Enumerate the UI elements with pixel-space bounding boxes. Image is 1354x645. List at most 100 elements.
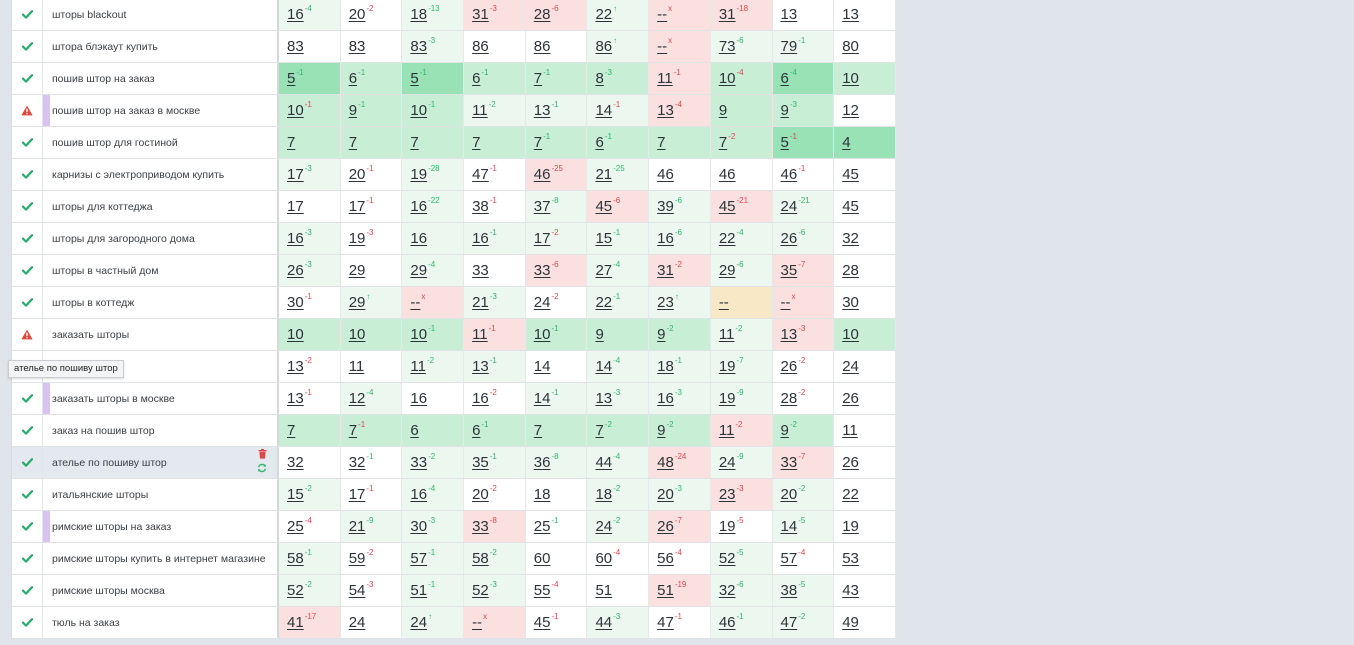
- position-value[interactable]: 6: [472, 422, 481, 439]
- keyword-cell[interactable]: пошив штор на заказ в москве: [43, 95, 279, 126]
- position-value[interactable]: --: [780, 294, 791, 311]
- position-cell[interactable]: 52 -3: [464, 575, 526, 606]
- keyword-row[interactable]: римские шторы купить в интернет магазине…: [12, 543, 896, 575]
- position-cell[interactable]: 45 -1: [525, 607, 588, 638]
- position-cell[interactable]: 19: [834, 511, 896, 542]
- position-cell[interactable]: 30 -3: [402, 511, 465, 542]
- position-value[interactable]: 9: [595, 326, 604, 343]
- position-value[interactable]: 20: [472, 486, 489, 503]
- position-cell[interactable]: 7 -2: [710, 127, 773, 158]
- position-value[interactable]: 30: [410, 518, 428, 535]
- position-value[interactable]: 7: [595, 422, 604, 439]
- position-value[interactable]: 7: [472, 134, 481, 151]
- position-cell[interactable]: 24 -2: [525, 287, 588, 318]
- position-value[interactable]: 80: [842, 38, 859, 55]
- position-value[interactable]: 29: [348, 262, 366, 279]
- position-cell[interactable]: 21 -25: [587, 159, 650, 190]
- position-value[interactable]: 16: [657, 390, 674, 407]
- keyword-cell[interactable]: заказать шторы: [43, 319, 279, 350]
- position-cell[interactable]: --: [710, 287, 773, 318]
- position-value[interactable]: 19: [718, 518, 736, 535]
- position-cell[interactable]: 13 -2: [279, 351, 341, 382]
- position-value[interactable]: 5: [287, 70, 296, 87]
- position-value[interactable]: 9: [780, 102, 789, 119]
- keyword-cell[interactable]: шторы blackout: [43, 0, 279, 30]
- position-cell[interactable]: 17: [279, 191, 341, 222]
- position-value[interactable]: 13: [472, 358, 489, 375]
- position-value[interactable]: 44: [595, 454, 613, 471]
- position-cell[interactable]: 4: [834, 127, 896, 158]
- position-cell[interactable]: 7: [402, 127, 465, 158]
- position-cell[interactable]: 9: [587, 319, 650, 350]
- position-value[interactable]: 13: [287, 358, 304, 375]
- keyword-row[interactable]: карнизы с электроприводом купить 17 -3 20 -1…: [12, 159, 896, 191]
- position-value[interactable]: 21: [472, 294, 489, 311]
- position-value[interactable]: 26: [287, 262, 304, 279]
- position-cell[interactable]: 18: [525, 479, 588, 510]
- position-cell[interactable]: -- x: [402, 287, 465, 318]
- position-cell[interactable]: 6 -1: [587, 127, 650, 158]
- position-cell[interactable]: 83: [279, 31, 341, 62]
- position-cell[interactable]: 55 -4: [525, 575, 588, 606]
- position-value[interactable]: 20: [657, 486, 674, 503]
- position-value[interactable]: 52: [718, 550, 736, 567]
- position-value[interactable]: 12: [842, 102, 859, 119]
- position-value[interactable]: 7: [287, 134, 296, 151]
- keyword-cell[interactable]: итальянские шторы: [43, 479, 279, 510]
- position-cell[interactable]: 19 -28: [402, 159, 465, 190]
- position-value[interactable]: 46: [780, 166, 798, 183]
- position-value[interactable]: 10: [718, 70, 736, 87]
- position-value[interactable]: 17: [533, 230, 551, 247]
- position-cell[interactable]: 51: [587, 575, 650, 606]
- position-value[interactable]: 9: [348, 102, 358, 119]
- position-cell[interactable]: 83 -3: [402, 31, 465, 62]
- position-value[interactable]: 13: [533, 102, 551, 119]
- position-value[interactable]: 10: [842, 70, 859, 87]
- position-value[interactable]: 13: [657, 102, 674, 119]
- position-value[interactable]: 31: [657, 262, 674, 279]
- position-cell[interactable]: 60 -4: [587, 543, 650, 574]
- position-cell[interactable]: 19 -3: [340, 223, 403, 254]
- keyword-row[interactable]: заказ на пошив штор 7 7 -1 6 6 -1 7 7 -2 9 -2 11 -2 9-…: [12, 415, 896, 447]
- position-value[interactable]: 22: [718, 230, 736, 247]
- position-cell[interactable]: 47 -1: [464, 159, 526, 190]
- position-value[interactable]: 7: [718, 134, 728, 151]
- position-cell[interactable]: 29 -6: [710, 255, 773, 286]
- position-value[interactable]: 13: [780, 6, 798, 23]
- position-cell[interactable]: 9 -2: [649, 415, 711, 446]
- position-value[interactable]: 33: [410, 454, 428, 471]
- position-value[interactable]: 15: [287, 486, 304, 503]
- position-cell[interactable]: 20 -2: [340, 0, 403, 30]
- position-value[interactable]: 10: [842, 326, 859, 343]
- position-value[interactable]: 24: [780, 198, 798, 215]
- position-value[interactable]: 83: [410, 38, 428, 55]
- position-cell[interactable]: 86: [464, 31, 526, 62]
- position-value[interactable]: 35: [780, 262, 798, 279]
- position-value[interactable]: 38: [780, 582, 798, 599]
- position-value[interactable]: 10: [348, 326, 366, 343]
- position-value[interactable]: 6: [595, 134, 604, 151]
- position-cell[interactable]: 10 -1: [402, 95, 465, 126]
- position-value[interactable]: 9: [780, 422, 789, 439]
- position-cell[interactable]: 16 -6: [649, 223, 711, 254]
- position-cell[interactable]: 13: [772, 0, 835, 30]
- position-value[interactable]: 56: [657, 550, 674, 567]
- position-cell[interactable]: 13: [834, 0, 896, 30]
- position-value[interactable]: 11: [348, 358, 365, 375]
- position-cell[interactable]: 7: [279, 127, 341, 158]
- keyword-row[interactable]: шторы в коттедж 30 -1 29 ↑ -- x 21 -3 24 -2 22 -1 23 ↑…: [12, 287, 896, 319]
- position-cell[interactable]: 14: [525, 351, 588, 382]
- position-value[interactable]: --: [657, 6, 668, 23]
- position-value[interactable]: 48: [657, 454, 674, 471]
- position-cell[interactable]: 33 -6: [525, 255, 588, 286]
- keyword-row[interactable]: римские шторы на заказ 25 -4 21 -9 30 -3 33 -8 25…: [12, 511, 896, 543]
- position-cell[interactable]: 13 -3: [587, 383, 650, 414]
- position-cell[interactable]: 10 -1: [279, 95, 341, 126]
- position-cell[interactable]: 9: [710, 95, 773, 126]
- keyword-cell[interactable]: карнизы с электроприводом купить: [43, 159, 279, 190]
- position-cell[interactable]: 20 -2: [464, 479, 526, 510]
- position-value[interactable]: 9: [657, 422, 666, 439]
- position-value[interactable]: 26: [780, 230, 798, 247]
- position-cell[interactable]: 16 -1: [464, 223, 526, 254]
- position-cell[interactable]: 83: [340, 31, 403, 62]
